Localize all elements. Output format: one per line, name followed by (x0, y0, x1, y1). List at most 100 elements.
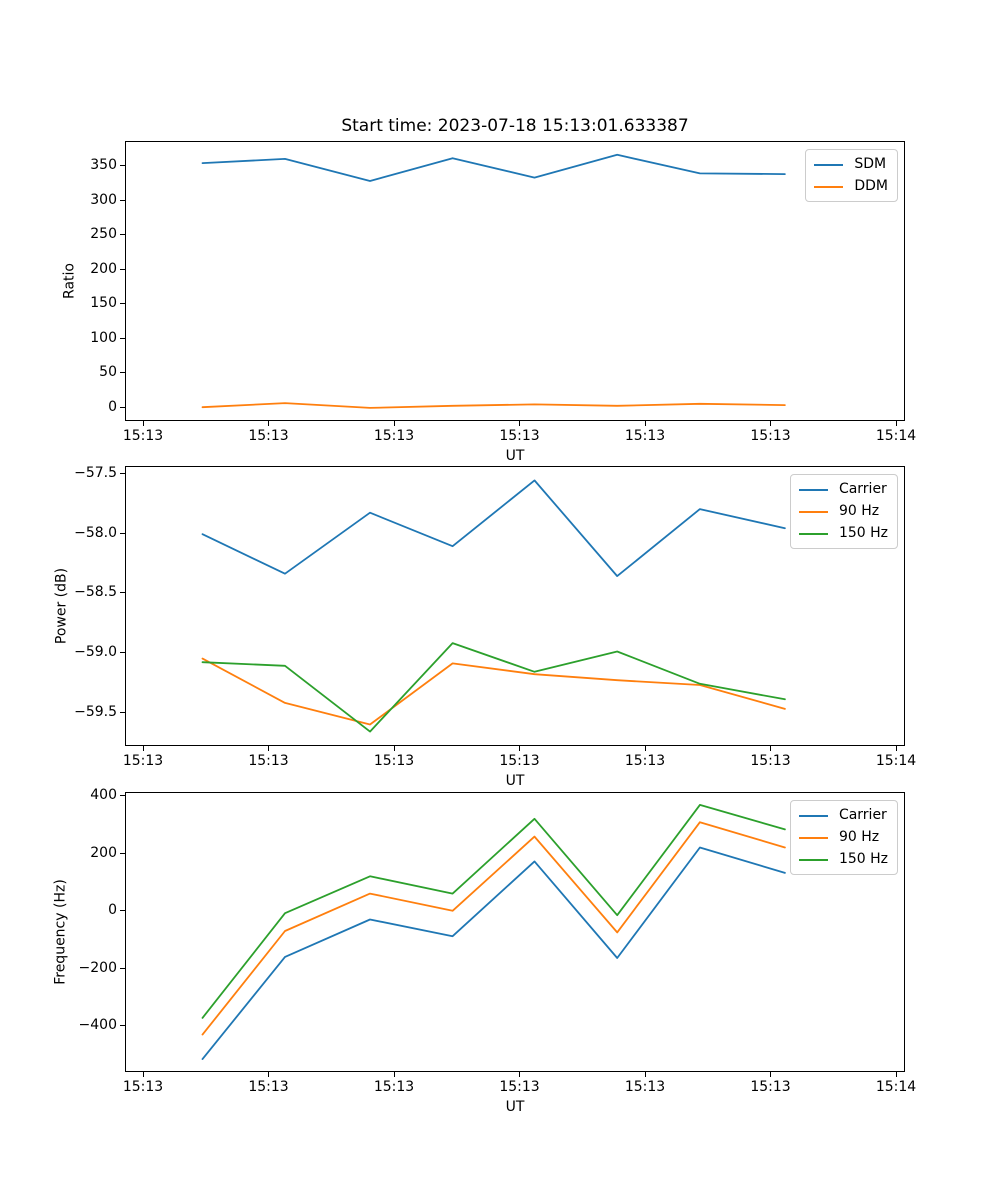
y-tick-label: 400 (90, 787, 117, 804)
x-tick-mark (142, 421, 144, 426)
x-tick-mark (770, 1072, 772, 1077)
legend-label: 150 Hz (838, 851, 888, 867)
legend-line-sample (798, 836, 828, 839)
y-tick-label: −58.0 (74, 524, 117, 541)
x-tick-label: 15:13 (624, 753, 666, 769)
x-tick-label: 15:13 (373, 1079, 415, 1095)
x-tick-mark (895, 421, 897, 426)
y-tick-label: 350 (90, 157, 117, 174)
y-tick-label: 50 (99, 364, 117, 381)
x-tick-label: 15:14 (875, 1079, 917, 1095)
x-tick-mark (393, 421, 395, 426)
x-axis-label: UT (505, 448, 525, 464)
y-tick-mark (120, 472, 125, 474)
y-tick-mark (120, 303, 125, 305)
legend-label: Carrier (838, 807, 887, 823)
x-tick-label: 15:13 (248, 1079, 289, 1095)
y-tick-label: 200 (90, 260, 117, 277)
axes-box (125, 141, 905, 421)
x-tick-label: 15:13 (499, 428, 540, 444)
legend-entry: Carrier (798, 806, 888, 825)
y-tick-label: 150 (90, 295, 117, 312)
legend-line-sample (798, 858, 828, 861)
y-tick-label: −400 (78, 1017, 117, 1034)
y-tick-mark (120, 234, 125, 236)
y-tick-mark (120, 711, 125, 713)
y-tick-mark (120, 199, 125, 201)
legend-line-sample (798, 814, 828, 817)
legend-label: Carrier (838, 481, 887, 497)
x-tick-mark (770, 421, 772, 426)
legend-entry: 150 Hz (798, 524, 888, 543)
line-ddm (201, 402, 786, 409)
y-tick-mark (120, 592, 125, 594)
y-axis-label: Frequency (Hz) (52, 879, 69, 985)
plot-area (201, 803, 786, 1061)
x-tick-label: 15:13 (373, 428, 415, 444)
x-tick-mark (770, 746, 772, 751)
x-tick-mark (393, 1072, 395, 1077)
y-axis-label: Ratio (61, 263, 78, 299)
x-tick-label: 15:13 (122, 753, 164, 769)
y-tick-label: −58.5 (74, 584, 117, 601)
x-tick-label: 15:13 (624, 1079, 666, 1095)
legend: Carrier 90 Hz 150 Hz (789, 800, 898, 875)
x-tick-mark (142, 1072, 144, 1077)
x-tick-label: 15:13 (248, 753, 289, 769)
y-tick-label: −59.5 (74, 703, 117, 720)
x-tick-label: 15:13 (499, 1079, 540, 1095)
y-tick-label: 0 (108, 902, 117, 919)
line-150-hz (201, 803, 786, 1019)
y-tick-mark (120, 337, 125, 339)
y-tick-mark (120, 852, 125, 854)
legend-label: 90 Hz (838, 829, 880, 845)
y-tick-mark (120, 532, 125, 534)
x-tick-mark (644, 421, 646, 426)
line-carrier (201, 479, 786, 577)
x-tick-mark (268, 746, 270, 751)
line-carrier (201, 846, 786, 1061)
y-tick-label: 100 (90, 329, 117, 346)
y-tick-label: −200 (78, 959, 117, 976)
axes-box (125, 466, 905, 746)
x-tick-mark (519, 421, 521, 426)
figure-title: Start time: 2023-07-18 15:13:01.633387 (341, 116, 689, 136)
y-tick-mark (120, 652, 125, 654)
x-tick-mark (393, 746, 395, 751)
y-tick-mark (120, 406, 125, 408)
x-tick-mark (268, 1072, 270, 1077)
legend-label: DDM (854, 178, 888, 194)
x-axis-label: UT (505, 1099, 525, 1115)
x-tick-mark (142, 746, 144, 751)
line-90-hz (201, 657, 786, 726)
y-tick-label: −57.5 (74, 464, 117, 481)
y-tick-label: 200 (90, 844, 117, 861)
legend-line-sample (814, 185, 844, 188)
x-tick-mark (268, 421, 270, 426)
legend-line-sample (798, 488, 828, 491)
legend-entry: 150 Hz (798, 850, 888, 869)
plot-area (201, 479, 786, 733)
x-tick-label: 15:14 (875, 428, 917, 444)
legend-entry: 90 Hz (798, 828, 888, 847)
y-tick-mark (120, 967, 125, 969)
y-tick-mark (120, 165, 125, 167)
x-tick-label: 15:13 (624, 428, 666, 444)
legend-line-sample (798, 510, 828, 513)
x-tick-mark (644, 1072, 646, 1077)
x-tick-label: 15:13 (122, 1079, 164, 1095)
y-tick-label: 0 (108, 398, 117, 415)
y-tick-mark (120, 268, 125, 270)
y-tick-mark (120, 1025, 125, 1027)
y-tick-mark (120, 372, 125, 374)
line-150-hz (201, 642, 786, 733)
legend-entry: SDM (814, 155, 888, 174)
legend-label: 150 Hz (838, 525, 888, 541)
y-tick-mark (120, 910, 125, 912)
x-tick-label: 15:13 (122, 428, 164, 444)
y-tick-mark (120, 795, 125, 797)
